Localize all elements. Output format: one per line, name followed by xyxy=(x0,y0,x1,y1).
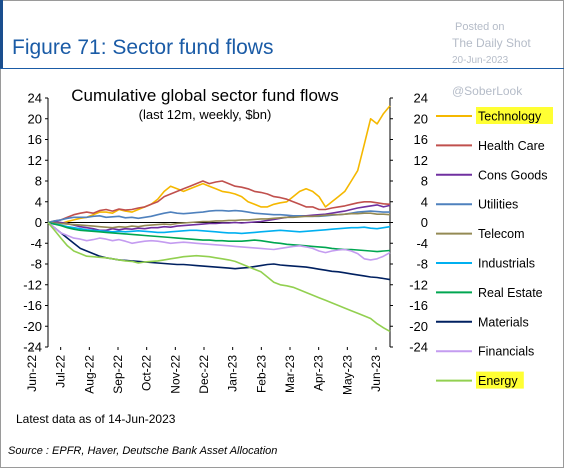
x-tick-label: Aug-22 xyxy=(82,355,96,394)
series-line-health-care xyxy=(47,180,391,224)
y-tick-label-left: 24 xyxy=(28,91,42,106)
y-tick-label-left: 20 xyxy=(28,111,42,126)
y-tick-label-right: 0 xyxy=(421,215,428,230)
y-tick-label-right: -24 xyxy=(409,340,428,355)
title-rule xyxy=(0,68,564,69)
series-line-technology xyxy=(47,105,391,225)
x-tick-label: Jul-22 xyxy=(54,355,68,388)
legend-label-energy: Energy xyxy=(478,374,518,388)
chart-axes: 24 24 20 20 16 16 12 12 8 8 4 4 0 0 -4 -4 -8 -8 -12 -12 -16 -… xyxy=(23,91,428,396)
y-tick-label-left: 4 xyxy=(35,194,42,209)
y-tick-label-right: -8 xyxy=(416,257,428,272)
x-tick-label: Dec-22 xyxy=(197,355,211,394)
legend-highlight-energy xyxy=(476,371,524,389)
y-tick-label-right: 12 xyxy=(414,153,428,168)
legend-label-health-care: Health Care xyxy=(478,139,545,153)
x-tick-label: Jan-23 xyxy=(226,355,240,392)
series-line-real-estate xyxy=(47,221,391,253)
y-tick-label-left: -8 xyxy=(30,257,42,272)
x-tick-label: Oct-22 xyxy=(140,355,154,391)
source-note: Source : EPFR, Haver, Deutsche Bank Asse… xyxy=(8,445,278,457)
legend-label-industrials: Industrials xyxy=(478,257,535,271)
legend-label-financials: Financials xyxy=(478,345,534,359)
data-note: Latest data as of 14-Jun-2023 xyxy=(16,412,176,426)
y-tick-label-right: 16 xyxy=(414,132,428,147)
y-tick-label-left: 8 xyxy=(35,174,42,189)
y-tick-label-right: 4 xyxy=(421,194,428,209)
watermark-site: The Daily Shot xyxy=(452,36,531,50)
figure-title: Figure 71: Sector fund flows xyxy=(12,36,274,59)
x-tick-label: Mar-23 xyxy=(283,355,297,393)
watermark-posted: Posted on xyxy=(455,21,505,33)
series-line-cons-goods xyxy=(47,204,391,232)
chart-legend: Technology Health Care Cons Goods Utilities… xyxy=(436,107,553,389)
series-line-financials xyxy=(47,221,391,261)
y-tick-label-right: -12 xyxy=(409,277,428,292)
legend-label-technology: Technology xyxy=(478,110,542,124)
y-tick-label-right: -4 xyxy=(416,236,428,251)
x-tick-label: Sep-22 xyxy=(111,355,125,394)
x-tick-label: Jun-23 xyxy=(369,355,383,392)
legend-label-cons-goods: Cons Goods xyxy=(478,168,547,182)
watermark-date: 20-Jun-2023 xyxy=(452,55,509,66)
series-line-telecom xyxy=(47,212,391,229)
title-accent-bar xyxy=(0,0,3,68)
y-tick-label-left: 16 xyxy=(28,132,42,147)
chart-title: Cumulative global sector fund flows xyxy=(71,86,339,105)
y-tick-label-left: -20 xyxy=(23,319,42,334)
x-tick-label: May-23 xyxy=(340,355,354,395)
legend-label-real-estate: Real Estate xyxy=(478,286,543,300)
y-tick-label-right: -20 xyxy=(409,319,428,334)
legend-label-utilities: Utilities xyxy=(478,198,518,212)
y-tick-label-left: -4 xyxy=(30,236,42,251)
series-line-energy xyxy=(47,221,391,333)
x-tick-label: Nov-22 xyxy=(168,355,182,394)
legend-label-telecom: Telecom xyxy=(478,227,525,241)
y-tick-label-right: 8 xyxy=(421,174,428,189)
x-tick-label: Apr-23 xyxy=(312,355,326,391)
y-tick-label-left: -12 xyxy=(23,277,42,292)
legend-label-materials: Materials xyxy=(478,315,529,329)
y-tick-label-right: 20 xyxy=(414,111,428,126)
y-tick-label-left: 12 xyxy=(28,153,42,168)
y-tick-label-right: 24 xyxy=(414,91,428,106)
watermark-handle: @SoberLook xyxy=(452,84,523,98)
x-tick-label: Feb-23 xyxy=(254,355,268,393)
y-tick-label-left: 0 xyxy=(35,215,42,230)
chart-series xyxy=(47,105,391,333)
chart-subtitle: (last 12m, weekly, $bn) xyxy=(138,107,272,122)
y-tick-label-left: -24 xyxy=(23,340,42,355)
y-tick-label-left: -16 xyxy=(23,298,42,313)
y-tick-label-right: -16 xyxy=(409,298,428,313)
series-line-industrials xyxy=(47,221,391,235)
x-tick-label: Jun-22 xyxy=(25,355,39,392)
legend-highlight-technology xyxy=(476,107,553,124)
